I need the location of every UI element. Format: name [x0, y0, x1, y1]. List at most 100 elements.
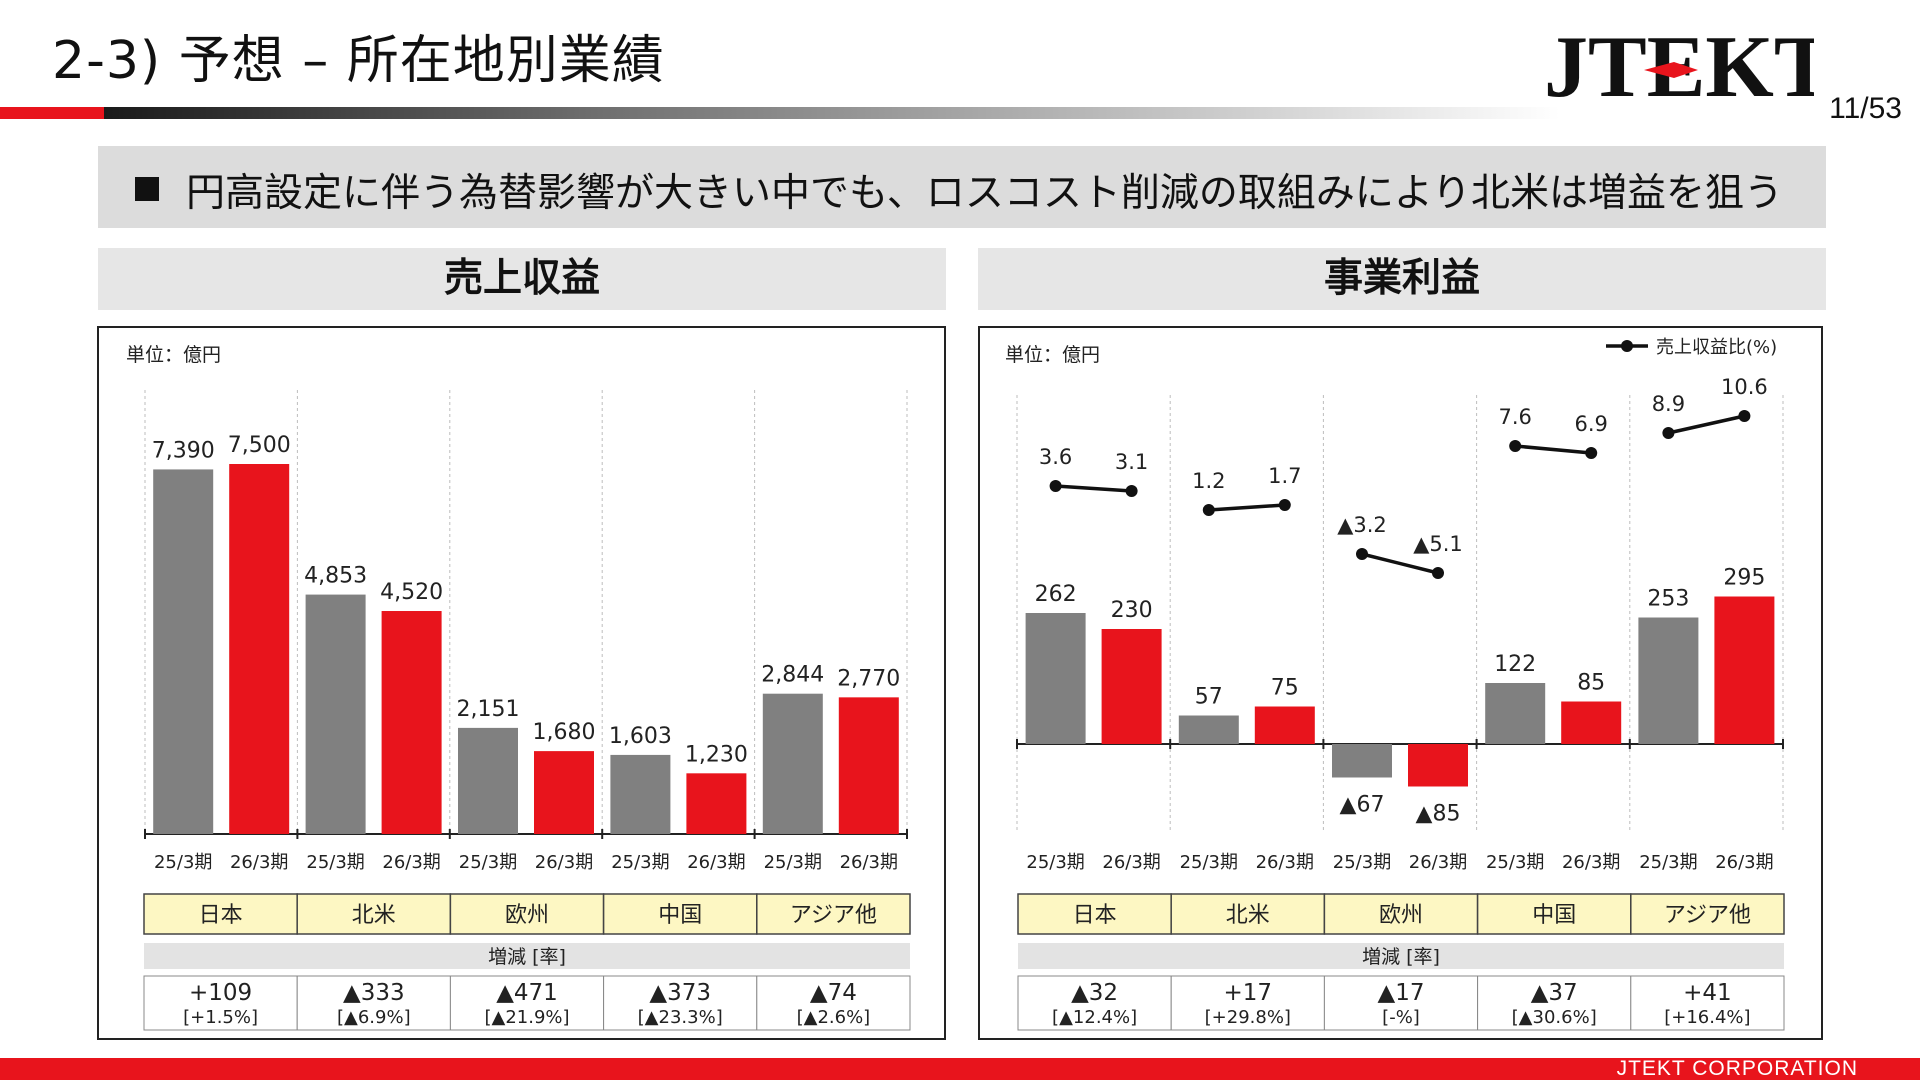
x-period-label: 25/3期 — [1180, 852, 1238, 873]
bar-value-label: 75 — [1271, 676, 1299, 701]
x-period-label: 25/3期 — [611, 852, 669, 873]
bar-prior — [1025, 613, 1086, 744]
bar-value-label: 1,603 — [609, 724, 672, 749]
revenue-unit-label: 単位：億円 — [126, 344, 222, 366]
page-title: 2-3) 予想 – 所在地別業績 — [52, 31, 665, 91]
change-rate: [-%] — [1382, 1007, 1420, 1028]
change-header-bar — [144, 943, 910, 969]
change-amount: ▲333 — [343, 980, 405, 1006]
bar-prior — [1485, 683, 1546, 744]
ratio-value-label: 3.1 — [1115, 450, 1148, 474]
region-label: 日本 — [199, 903, 243, 928]
bar-forecast — [686, 773, 747, 834]
x-period-label: 25/3期 — [1333, 852, 1391, 873]
profit-panel-header: 事業利益 — [978, 248, 1826, 310]
region-cell — [1630, 893, 1785, 935]
bar-forecast — [229, 464, 290, 834]
bar-forecast — [1254, 706, 1315, 744]
change-rate: [+16.4%] — [1664, 1007, 1750, 1028]
change-rate: [▲6.9%] — [337, 1007, 411, 1028]
region-label: アジア他 — [1664, 903, 1751, 928]
ratio-point — [1125, 485, 1138, 497]
change-amount: +41 — [1683, 980, 1732, 1006]
x-period-label: 26/3期 — [1409, 852, 1467, 873]
change-cell — [449, 975, 605, 1031]
bar-value-label: ▲67 — [1340, 793, 1385, 818]
profit-unit-label: 単位：億円 — [1005, 344, 1101, 366]
bar-prior — [305, 594, 366, 834]
chart-0 — [143, 390, 911, 1031]
change-amount: ▲32 — [1071, 980, 1118, 1006]
bar-value-label: 230 — [1111, 598, 1153, 623]
change-cell — [1477, 975, 1632, 1031]
ratio-point — [1049, 480, 1062, 492]
change-amount: ▲74 — [810, 980, 857, 1006]
region-label: 日本 — [1073, 903, 1117, 928]
bar-forecast — [381, 611, 442, 834]
bar-value-label: 7,390 — [152, 438, 215, 463]
region-cell — [1170, 893, 1326, 935]
bar-value-label: ▲85 — [1416, 802, 1461, 827]
ratio-line — [1515, 444, 1592, 455]
region-cell — [1323, 893, 1479, 935]
region-cell — [296, 893, 452, 935]
change-amount: ▲373 — [649, 980, 711, 1006]
change-cell — [1630, 975, 1785, 1031]
bar-prior — [610, 754, 671, 834]
change-rate: [▲12.4%] — [1052, 1007, 1137, 1028]
change-header-bar — [1018, 943, 1784, 969]
x-period-label: 25/3期 — [154, 852, 212, 873]
x-period-label: 26/3期 — [230, 852, 288, 873]
bar-forecast — [1561, 701, 1622, 744]
x-period-label: 25/3期 — [764, 852, 822, 873]
ratio-point — [1585, 447, 1598, 459]
bar-value-label: 7,500 — [228, 433, 291, 458]
ratio-value-label: 1.7 — [1268, 464, 1301, 488]
x-period-label: 26/3期 — [535, 852, 593, 873]
ratio-point — [1509, 440, 1522, 452]
bar-value-label: 85 — [1577, 671, 1605, 696]
region-label: 中国 — [1532, 903, 1576, 928]
bar-prior — [1178, 715, 1239, 744]
region-label: 中国 — [658, 903, 702, 928]
x-period-label: 26/3期 — [840, 852, 898, 873]
change-cell — [143, 975, 298, 1031]
bar-prior — [153, 469, 214, 834]
ratio-line — [1208, 503, 1285, 512]
logo-diamond — [1644, 62, 1698, 78]
ratio-point — [1432, 567, 1444, 579]
x-period-label: 25/3期 — [1486, 852, 1544, 873]
ratio-value-label: 10.6 — [1721, 375, 1768, 399]
x-period-label: 25/3期 — [306, 852, 364, 873]
chart-1 — [1016, 340, 1785, 1031]
change-amount: +109 — [189, 980, 252, 1006]
ratio-value-label: ▲3.2 — [1337, 513, 1387, 537]
ratio-line — [1055, 484, 1132, 493]
bar-forecast — [1101, 629, 1162, 744]
change-cell — [296, 975, 451, 1031]
region-label: アジア他 — [790, 903, 877, 928]
bar-value-label: 2,770 — [837, 666, 900, 691]
region-cell — [449, 893, 605, 935]
message-bar — [98, 146, 1826, 228]
x-period-label: 26/3期 — [1256, 852, 1314, 873]
change-rate: [▲23.3%] — [638, 1007, 723, 1028]
change-rate: [+1.5%] — [183, 1007, 258, 1028]
title-rule — [0, 107, 1560, 119]
bar-value-label: 262 — [1035, 582, 1077, 607]
change-rate: [▲2.6%] — [797, 1007, 871, 1028]
bar-value-label: 2,151 — [457, 697, 520, 722]
bar-value-label: 1,680 — [533, 720, 596, 745]
region-label: 北米 — [1226, 903, 1270, 928]
region-cell — [143, 893, 298, 935]
change-rate: [+29.8%] — [1205, 1007, 1291, 1028]
change-amount: ▲471 — [496, 980, 558, 1006]
bar-forecast — [1714, 596, 1775, 744]
change-amount: ▲17 — [1378, 980, 1425, 1006]
ratio-point — [1356, 548, 1368, 560]
bar-value-label: 4,520 — [380, 580, 443, 605]
bar-value-label: 1,230 — [685, 742, 748, 767]
bar-value-label: 253 — [1647, 587, 1689, 612]
bar-value-label: 57 — [1195, 685, 1223, 710]
